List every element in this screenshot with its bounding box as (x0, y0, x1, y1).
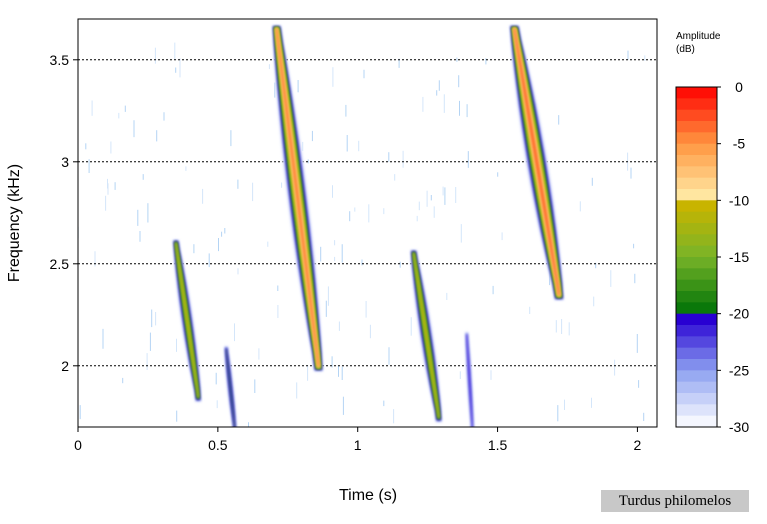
colorbar-tick-label: -15 (729, 249, 749, 265)
colorbar-swatch (676, 98, 717, 111)
colorbar-swatch (676, 211, 717, 224)
colorbar-swatch (676, 313, 717, 326)
colorbar-swatch (676, 268, 717, 281)
colorbar-title-line2: (dB) (676, 44, 695, 55)
y-tick-label: 3.5 (50, 52, 70, 68)
y-axis-label: Frequency (kHz) (6, 164, 23, 282)
colorbar-swatch (676, 109, 717, 122)
colorbar: 0 -5 -10 -15 -20 -25 -30 (675, 79, 749, 435)
colorbar-swatch (676, 370, 717, 383)
syllable-2-contour (225, 348, 235, 427)
colorbar-swatch (676, 336, 717, 349)
background-noise (78, 42, 646, 427)
colorbar-swatch (676, 415, 717, 428)
colorbar-swatch (676, 302, 717, 315)
colorbar-swatch (676, 200, 717, 213)
colorbar-swatch (676, 234, 717, 247)
x-tick-label: 1 (354, 437, 362, 453)
colorbar-swatch (676, 143, 717, 156)
colorbar-swatch (676, 166, 717, 179)
colorbar-swatch (676, 177, 717, 190)
colorbar-tick-label: -5 (733, 136, 746, 152)
colorbar-swatch (676, 257, 717, 269)
colorbar-swatch (676, 359, 717, 371)
colorbar-tick-label: 0 (735, 79, 743, 95)
x-tick-label: 2 (634, 437, 642, 453)
colorbar-swatch (676, 87, 717, 99)
colorbar-swatch (676, 393, 717, 405)
syllable-1 (172, 239, 202, 403)
y-tick-label: 2.5 (50, 256, 70, 272)
colorbar-swatch (676, 132, 717, 145)
species-caption: Turdus philomelos (601, 490, 749, 512)
colorbar-swatch (676, 189, 717, 201)
y-tick-label: 2 (61, 358, 69, 374)
colorbar-swatch (676, 381, 717, 394)
colorbar-swatch (676, 223, 717, 235)
colorbar-tick-label: -30 (729, 419, 749, 435)
x-tick-label: 1.5 (488, 437, 508, 453)
x-tick-label: 0 (74, 437, 82, 453)
colorbar-swatch (676, 325, 717, 337)
x-axis-label: Time (s) (339, 487, 397, 504)
syllable-2 (224, 345, 237, 427)
plot-area (78, 19, 657, 427)
syllable-6-contour (514, 29, 560, 295)
syllable-4 (410, 249, 443, 423)
colorbar-swatch (676, 245, 717, 258)
plot-frame (77, 18, 658, 428)
colorbar-tick-label: -10 (729, 192, 749, 208)
colorbar-tick-label: -20 (729, 306, 749, 322)
colorbar-swatch (676, 291, 717, 303)
x-tick-label: 0.5 (208, 437, 228, 453)
syllable-layer (172, 25, 564, 427)
colorbar-title-line1: Amplitude (676, 31, 721, 42)
syllable-6 (509, 25, 564, 301)
syllable-1-contour (175, 243, 199, 397)
syllable-5-contour (466, 334, 473, 427)
y-tick-label: 3 (61, 154, 69, 170)
colorbar-swatch (676, 347, 717, 360)
colorbar-swatch (676, 404, 717, 417)
axes: 0 0.5 1 1.5 2 2 2.5 3 3.5 (50, 52, 642, 453)
colorbar-swatch (676, 155, 717, 167)
colorbar-swatch (676, 121, 717, 133)
colorbar-tick-label: -25 (729, 362, 749, 378)
syllable-5 (464, 331, 475, 427)
syllable-3 (271, 25, 324, 372)
syllable-4-contour (413, 253, 440, 418)
syllable-3-contour (276, 29, 319, 366)
colorbar-swatch (676, 279, 717, 292)
